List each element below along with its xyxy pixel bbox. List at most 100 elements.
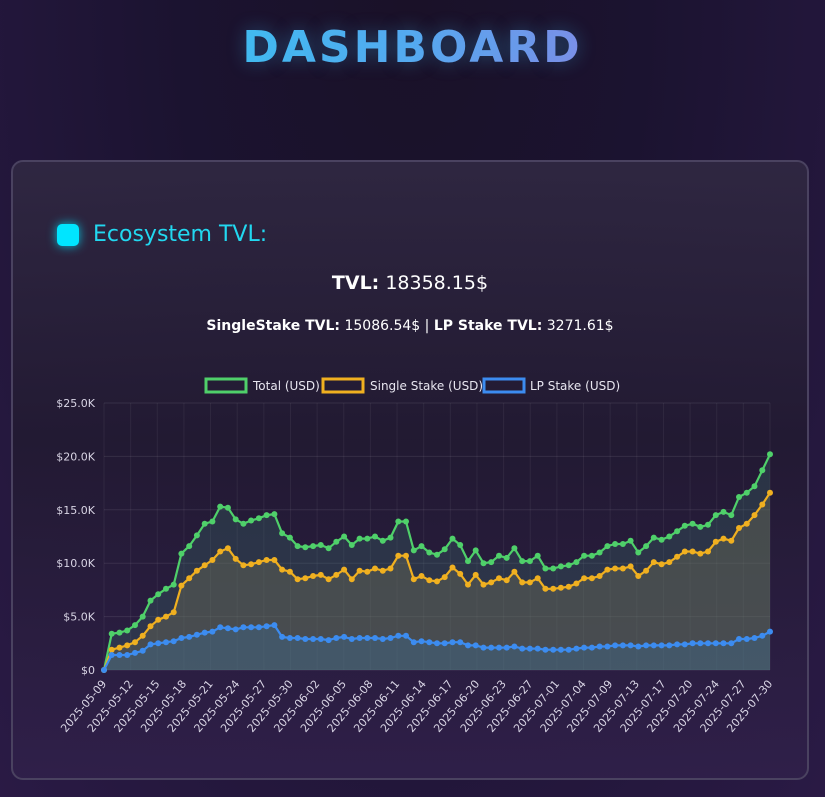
data-point — [294, 576, 301, 583]
data-point — [542, 585, 549, 592]
lp-stake-label: LP Stake TVL: — [433, 318, 543, 334]
data-point — [511, 545, 518, 552]
data-point — [573, 645, 580, 652]
data-point — [573, 559, 580, 566]
data-point — [720, 508, 727, 515]
data-point — [596, 549, 603, 556]
data-point — [449, 564, 456, 571]
lp-stake-value: 3271.61$ — [546, 318, 614, 334]
data-point — [650, 559, 657, 566]
data-point — [116, 652, 123, 658]
data-point — [751, 483, 758, 490]
data-point — [255, 624, 262, 631]
data-point — [294, 635, 301, 641]
data-point — [658, 642, 665, 649]
data-point — [170, 638, 177, 645]
data-point — [751, 635, 758, 641]
data-point — [410, 639, 417, 646]
data-point — [139, 632, 146, 639]
single-stake-value: 15086.54$ — [344, 318, 421, 334]
data-point — [619, 565, 626, 572]
data-point — [294, 543, 301, 550]
data-point — [550, 585, 557, 592]
data-point — [209, 557, 216, 563]
data-point — [596, 573, 603, 579]
data-point — [403, 552, 409, 559]
y-tick-label: $5.0K — [63, 611, 95, 624]
data-point — [426, 577, 433, 584]
data-point — [224, 504, 231, 511]
data-point — [581, 575, 588, 582]
data-point — [155, 616, 162, 623]
data-point — [124, 652, 131, 658]
data-point — [743, 636, 750, 642]
data-point — [310, 573, 317, 579]
data-point — [263, 512, 270, 519]
data-point — [565, 562, 572, 569]
data-point — [217, 624, 224, 631]
data-point — [209, 628, 216, 635]
data-point — [712, 538, 719, 545]
data-point — [364, 568, 371, 575]
data-point — [341, 566, 348, 573]
data-point — [759, 501, 766, 508]
data-point — [108, 630, 115, 637]
data-point — [333, 538, 340, 545]
y-tick-label: $10.0K — [56, 557, 95, 570]
data-point — [387, 534, 394, 541]
data-point — [441, 640, 448, 647]
data-point — [410, 547, 417, 554]
data-point — [193, 532, 200, 539]
data-point — [635, 643, 642, 650]
data-point — [178, 550, 185, 557]
data-point — [658, 536, 665, 543]
data-point — [503, 577, 510, 584]
data-point — [666, 642, 673, 649]
data-point — [147, 623, 154, 630]
data-point — [248, 561, 255, 568]
data-point — [480, 581, 487, 588]
data-point — [333, 571, 340, 578]
data-point — [232, 626, 239, 633]
data-point — [643, 642, 650, 649]
data-point — [612, 565, 619, 572]
data-point — [186, 575, 193, 582]
data-point — [635, 549, 642, 556]
data-point — [581, 552, 588, 559]
data-point — [743, 489, 750, 496]
data-point — [542, 565, 549, 572]
data-point — [511, 568, 518, 575]
tvl-label: TVL: — [331, 272, 380, 294]
data-point — [503, 644, 510, 651]
data-point — [426, 549, 433, 556]
data-point — [588, 575, 595, 582]
data-point — [689, 520, 696, 527]
section-header: Ecosystem TVL: — [57, 222, 267, 247]
data-point — [681, 548, 688, 555]
data-point — [565, 646, 572, 653]
data-point — [526, 558, 533, 565]
data-point — [186, 633, 193, 640]
data-point — [697, 550, 704, 557]
data-point — [534, 575, 541, 582]
data-point — [132, 649, 138, 656]
data-point — [650, 534, 657, 541]
data-point — [596, 643, 603, 650]
data-point — [519, 579, 526, 586]
data-point — [736, 636, 742, 642]
data-point — [612, 642, 619, 649]
data-point — [271, 511, 278, 518]
data-point — [550, 565, 557, 572]
data-point — [465, 581, 471, 588]
data-point — [395, 518, 402, 525]
data-point — [604, 566, 611, 573]
data-point — [217, 503, 224, 510]
data-point — [193, 567, 200, 574]
page-title: DASHBOARD — [0, 22, 825, 73]
data-point — [217, 548, 224, 555]
data-point — [604, 543, 611, 550]
data-point — [496, 552, 502, 559]
legend-label: Single Stake (USD) — [370, 379, 483, 393]
data-point — [743, 520, 750, 527]
data-point — [465, 642, 471, 649]
